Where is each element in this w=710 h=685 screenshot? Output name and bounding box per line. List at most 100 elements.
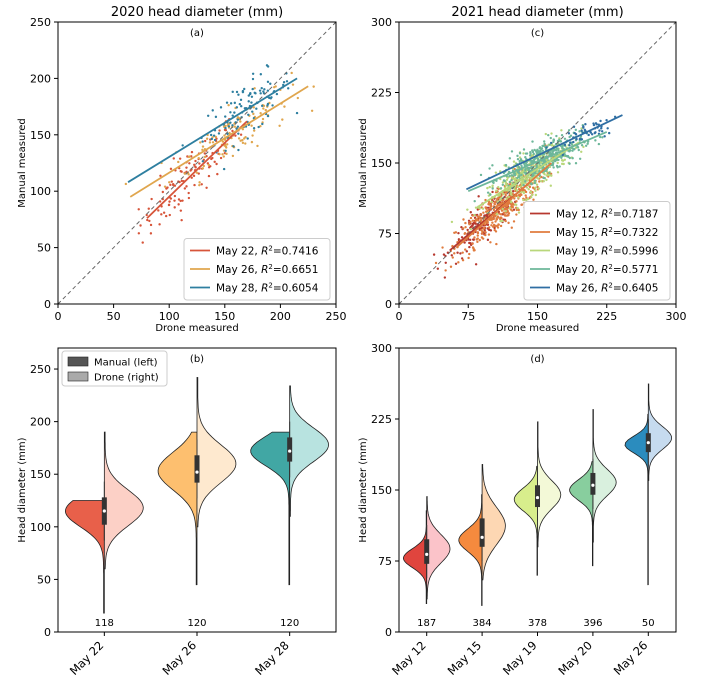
data-point <box>491 187 494 190</box>
data-point <box>263 88 266 91</box>
data-point <box>205 186 208 189</box>
violin-d-3: 396 <box>569 409 617 629</box>
data-point <box>214 115 218 119</box>
a-ylabel: Manual measured <box>17 118 28 207</box>
data-point <box>148 219 151 223</box>
data-point <box>507 212 511 215</box>
data-point <box>187 196 191 200</box>
data-point <box>295 111 299 115</box>
d-ytick-label: 225 <box>371 413 392 426</box>
data-point <box>253 91 256 95</box>
data-point <box>244 135 247 139</box>
data-point <box>547 133 550 137</box>
data-point <box>173 194 177 198</box>
data-point <box>460 236 464 239</box>
data-point <box>539 149 542 153</box>
data-point <box>525 152 529 155</box>
data-point <box>168 181 171 184</box>
data-point <box>482 211 485 214</box>
median-marker <box>591 483 595 487</box>
data-point <box>238 102 242 106</box>
b-ytick-label: 100 <box>30 521 51 534</box>
data-point <box>257 125 260 129</box>
violin-drone-half <box>481 463 506 581</box>
a-xtick-label: 100 <box>159 310 180 323</box>
violin-manual-half <box>64 500 105 614</box>
median-marker <box>102 509 106 513</box>
data-point <box>568 150 571 153</box>
data-point <box>513 179 517 183</box>
data-point <box>181 144 184 147</box>
data-point <box>211 141 215 144</box>
data-point <box>193 183 196 187</box>
c-ytick-label: 150 <box>371 157 392 170</box>
data-point <box>236 118 240 121</box>
data-point <box>568 162 571 165</box>
data-point <box>528 185 532 189</box>
data-point <box>231 124 234 127</box>
sample-count: 50 <box>642 618 655 629</box>
data-point <box>173 199 176 202</box>
data-point <box>495 212 499 216</box>
data-point <box>464 248 467 251</box>
data-point <box>501 181 505 184</box>
data-point <box>273 85 276 89</box>
data-point <box>463 231 467 235</box>
b-xtick-label: May 26 <box>159 638 199 678</box>
legend-label: May 20, R2=0.5771 <box>556 263 658 276</box>
data-point <box>167 203 171 207</box>
data-point <box>549 136 552 140</box>
data-point <box>564 154 567 157</box>
data-point <box>287 87 290 90</box>
data-point <box>449 265 453 268</box>
data-point <box>528 154 532 157</box>
data-point <box>213 160 216 164</box>
data-point <box>256 144 259 148</box>
data-point <box>163 185 167 188</box>
a-xtick-label: 200 <box>270 310 291 323</box>
data-point <box>491 190 494 194</box>
data-point <box>233 111 236 114</box>
data-point <box>269 97 272 100</box>
data-point <box>124 182 128 186</box>
panel-b: 118 May 22 120 May 26 120 May 28 0 50 100 150 200 2… <box>17 347 337 678</box>
data-point <box>225 146 228 149</box>
data-point <box>498 212 501 215</box>
data-point <box>165 187 168 190</box>
violin-manual-half <box>624 413 649 586</box>
a-ytick-label: 150 <box>30 129 51 142</box>
data-point <box>137 232 141 235</box>
violin-manual-half <box>458 494 483 606</box>
data-point <box>237 132 240 135</box>
a-xtick-label: 50 <box>107 310 121 323</box>
data-point <box>244 142 247 145</box>
data-point <box>467 238 470 241</box>
data-point <box>251 110 254 113</box>
data-point <box>499 187 503 190</box>
data-point <box>532 159 535 163</box>
data-point <box>243 87 246 91</box>
fit-line-2 <box>476 141 580 208</box>
data-point <box>481 232 484 235</box>
data-point <box>177 160 180 164</box>
data-point <box>252 112 255 116</box>
violin-manual-half <box>569 461 594 567</box>
data-point <box>170 180 173 183</box>
data-point <box>518 156 522 159</box>
data-point <box>530 182 533 186</box>
data-point <box>484 233 487 237</box>
data-point <box>496 215 500 218</box>
data-point <box>198 162 201 165</box>
data-point <box>183 187 187 190</box>
sample-count: 396 <box>583 618 602 629</box>
d-xtick-label: May 12 <box>389 638 429 678</box>
data-point <box>485 213 488 217</box>
fit-line-0 <box>146 120 248 219</box>
data-point <box>580 129 583 132</box>
data-point <box>517 193 521 197</box>
sample-count: 120 <box>280 618 299 629</box>
data-point <box>535 183 539 186</box>
median-marker <box>425 552 429 556</box>
data-point <box>221 153 224 156</box>
fit-line-3 <box>467 131 608 193</box>
